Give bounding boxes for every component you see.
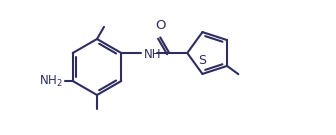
Text: NH: NH	[144, 48, 162, 60]
Text: NH$_2$: NH$_2$	[39, 73, 63, 89]
Text: S: S	[199, 54, 206, 67]
Text: O: O	[155, 19, 166, 32]
